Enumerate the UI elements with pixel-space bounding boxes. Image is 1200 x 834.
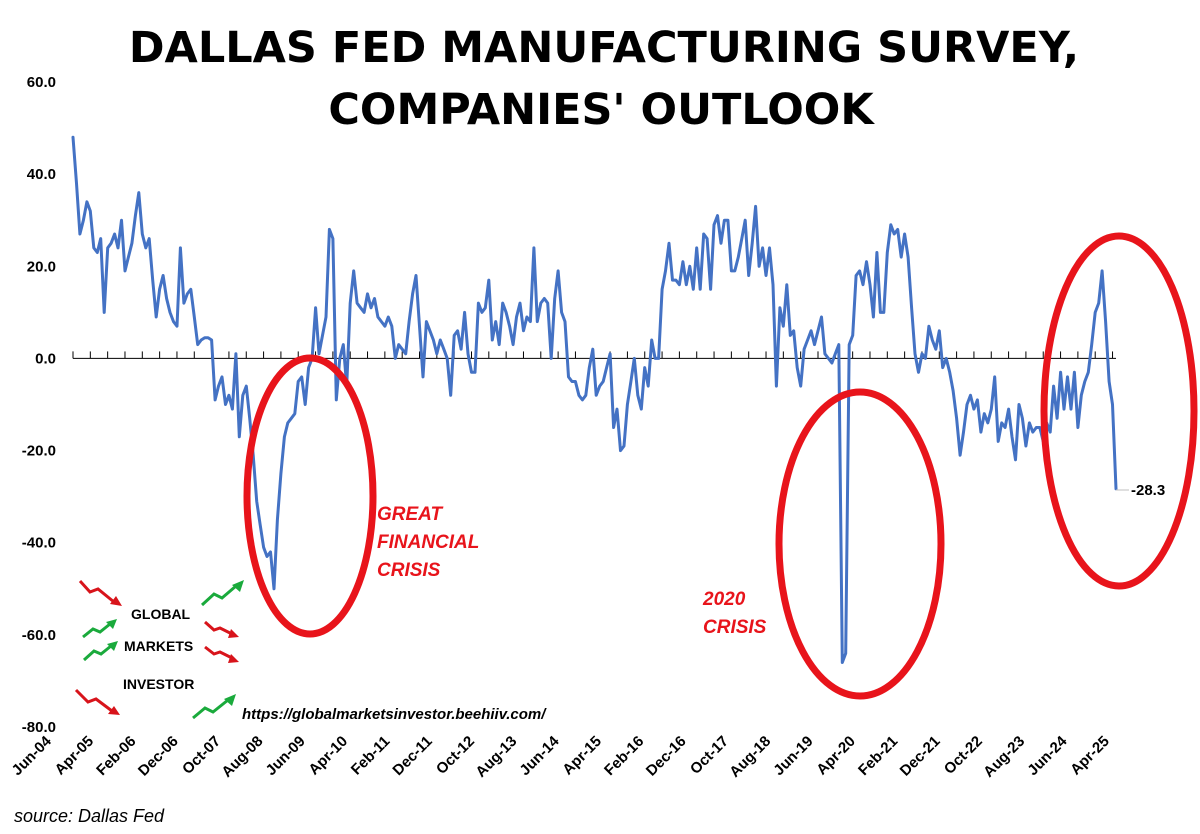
trend-up-arrow-icon [200,580,244,607]
x-tick-label: Jun-09 [263,733,309,779]
brand-logo: GLOBAL MARKETS INVESTOR [74,579,244,720]
y-tick-label: 20.0 [27,258,56,275]
y-tick-label: 60.0 [27,74,56,91]
crisis-2020-highlight-ellipse [775,388,945,700]
brand-name-line-3: INVESTOR [123,676,194,692]
x-tick-label: Oct-22 [941,733,986,778]
trend-down-arrow-icon [78,579,122,606]
y-tick-label: -80.0 [22,719,56,736]
chart-title-line-1: DALLAS FED MANUFACTURING SURVEY, [129,23,1079,73]
series-group [71,135,1118,664]
chart-title-line-2: COMPANIES' OUTLOOK [328,85,875,135]
gfc-label-line-2: FINANCIAL [377,532,479,553]
y-tick-label: 40.0 [27,166,56,183]
trend-up-arrow-icon [82,641,118,662]
x-tick-label: Dec-11 [389,733,435,779]
x-tick-label: Apr-20 [813,733,859,779]
x-tick-label: Jun-24 [1024,732,1071,779]
x-tick-label: Dec-06 [135,733,182,780]
x-tick-label: Jun-14 [516,732,563,779]
x-tick-label: Oct-07 [179,733,224,778]
x-tick-label: Dec-21 [897,733,944,780]
crisis-2020-label-line-1: 2020 [702,589,746,610]
x-tick-label: Apr-10 [305,733,351,779]
x-axis: Jun-04Apr-05Feb-06Dec-06Oct-07Aug-08Jun-… [9,732,1113,780]
x-tick-label: Feb-11 [348,733,394,779]
x-tick-label: Apr-05 [52,733,98,779]
x-tick-label: Aug-08 [218,733,266,781]
trend-up-arrow-icon [82,619,117,639]
y-tick-label: -40.0 [22,535,56,552]
trend-down-arrow-icon [204,620,239,638]
brand-name-line-2: MARKETS [124,638,193,654]
trend-up-arrow-icon [192,694,236,720]
x-tick-label: Apr-25 [1067,733,1113,779]
x-tick-label: Aug-13 [472,733,520,781]
x-tick-label: Feb-21 [855,733,901,779]
x-tick-label: Apr-15 [559,733,605,779]
y-tick-label: -60.0 [22,627,56,644]
trend-down-arrow-icon [74,688,120,715]
x-tick-label: Oct-12 [433,733,478,778]
crisis-2020-label-line-2: CRISIS [703,617,767,638]
x-tick-label: Feb-16 [601,733,647,779]
trend-down-arrow-icon [204,645,239,663]
x-tick-label: Oct-17 [687,733,732,778]
x-tick-label: Jun-19 [770,733,816,779]
y-tick-label: -20.0 [22,443,56,460]
x-tick-label: Jun-04 [9,732,56,779]
series-line [71,135,1118,664]
recent-highlight-ellipse [1040,232,1198,590]
y-tick-label: 0.0 [35,350,56,367]
source-note: source: Dallas Fed [14,806,165,826]
x-tick-label: Aug-23 [980,733,1028,781]
brand-url: https://globalmarketsinvestor.beehiiv.co… [242,706,547,723]
y-axis: 60.0 40.0 20.0 0.0 -20.0 -40.0 -60.0 -80.0 [22,74,56,736]
x-tick-label: Aug-18 [726,733,774,781]
gfc-label-line-1: GREAT [377,504,443,525]
x-tick-label: Feb-06 [93,733,139,779]
brand-name-line-1: GLOBAL [131,606,191,622]
last-value-label: -28.3 [1131,482,1165,499]
gfc-highlight-ellipse [243,354,377,638]
gfc-label-line-3: CRISIS [377,560,441,581]
x-tick-label: Dec-16 [643,733,690,780]
